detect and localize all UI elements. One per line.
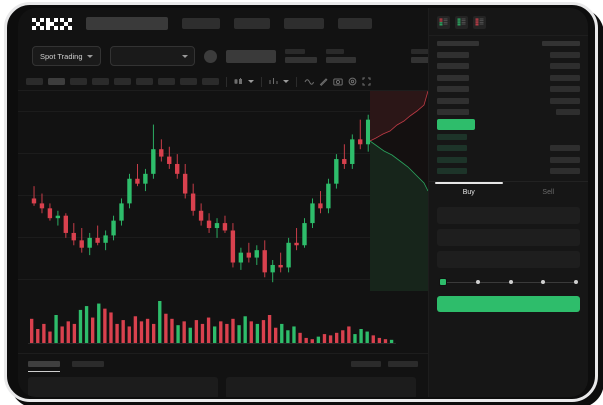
timeframe-9[interactable] xyxy=(202,78,219,85)
toolbar-divider xyxy=(261,76,262,87)
stat-24h-change xyxy=(325,49,356,63)
order-amount-input[interactable] xyxy=(437,229,580,246)
orderbook-header xyxy=(429,36,588,49)
sidebar-item-nav-1[interactable] xyxy=(182,18,220,29)
bottom-action-1[interactable] xyxy=(351,361,381,367)
order-total-input[interactable] xyxy=(437,251,580,268)
timeframe-2[interactable] xyxy=(48,78,65,85)
sidebar-item-nav-4[interactable] xyxy=(338,18,372,29)
gridline xyxy=(18,237,428,238)
pair-name-label xyxy=(225,49,276,63)
coin-avatar-icon xyxy=(203,49,217,63)
chart-settings-icon[interactable] xyxy=(348,77,357,86)
orderbook-mode-both-icon[interactable] xyxy=(437,16,450,29)
gridline xyxy=(18,111,428,112)
chevron-down-icon xyxy=(86,54,93,58)
top-nav-bar xyxy=(18,8,588,39)
tab-order-history[interactable] xyxy=(72,361,104,367)
orderbook-row-ask[interactable] xyxy=(429,49,588,61)
orderbook-mode-asks-icon[interactable] xyxy=(473,16,486,29)
chart-toolbar xyxy=(18,73,428,91)
gridline xyxy=(18,279,428,280)
depth-chart-overlay xyxy=(370,91,428,291)
tab-buy[interactable]: Buy xyxy=(429,182,509,202)
orderbook-row-ask[interactable] xyxy=(429,107,588,119)
orderbook-row-ask[interactable] xyxy=(429,72,588,84)
orderbook-last-price-row[interactable] xyxy=(429,118,588,131)
toolbar-divider xyxy=(226,76,227,87)
timeframe-5[interactable] xyxy=(114,78,131,85)
tab-sell[interactable]: Sell xyxy=(542,189,555,196)
indicators-chevron-icon[interactable] xyxy=(283,80,289,83)
search-input[interactable] xyxy=(86,17,168,30)
orders-content xyxy=(28,377,418,397)
slider-node-25[interactable] xyxy=(475,280,480,284)
right-sidebar: Buy Sell xyxy=(428,8,588,397)
order-price-input[interactable] xyxy=(437,207,580,224)
submit-buy-button[interactable] xyxy=(437,296,580,312)
bottom-card-2[interactable] xyxy=(226,377,416,397)
sidebar-item-nav-3[interactable] xyxy=(284,18,324,29)
indicators-icon[interactable] xyxy=(269,77,278,86)
volume-baseline xyxy=(28,343,396,344)
price-chart[interactable] xyxy=(18,91,428,353)
stat-last-price xyxy=(284,49,317,63)
fullscreen-icon[interactable] xyxy=(362,77,371,86)
bottom-card-1[interactable] xyxy=(28,377,218,397)
slider-node-50[interactable] xyxy=(508,280,513,284)
orderbook-col-amount xyxy=(542,41,580,46)
orderbook-bids xyxy=(429,131,588,177)
orderbook-row-ask[interactable] xyxy=(429,95,588,107)
timeframe-8[interactable] xyxy=(180,78,197,85)
snapshot-icon[interactable] xyxy=(333,77,343,86)
bottom-action-2[interactable] xyxy=(388,361,418,367)
chart-type-chevron-icon[interactable] xyxy=(248,80,254,83)
chevron-down-icon xyxy=(181,54,188,58)
order-form-tabs: Buy Sell xyxy=(429,181,588,202)
stat-24h-high xyxy=(410,49,439,63)
order-percent-slider[interactable] xyxy=(439,278,578,286)
app-screen: Spot Trading xyxy=(18,8,588,397)
gridline xyxy=(18,195,428,196)
slider-node-75[interactable] xyxy=(541,280,546,284)
orderbook-row-ask[interactable] xyxy=(429,61,588,73)
orderbook-view-modes xyxy=(429,8,588,36)
timeframe-7[interactable] xyxy=(158,78,175,85)
candlestick-series xyxy=(31,109,395,283)
tab-open-orders[interactable] xyxy=(28,361,60,372)
orderbook-asks xyxy=(429,49,588,118)
orderbook-row-bid[interactable] xyxy=(429,131,588,143)
toolbar-divider xyxy=(296,76,297,87)
timeframe-3[interactable] xyxy=(70,78,87,85)
active-tab-underline xyxy=(28,371,60,372)
orders-tabs xyxy=(28,361,418,372)
orderbook-row-bid[interactable] xyxy=(429,154,588,166)
timeframe-4[interactable] xyxy=(92,78,109,85)
spot-trading-label: Spot Trading xyxy=(40,51,83,61)
sidebar-item-nav-2[interactable] xyxy=(234,18,270,29)
line-tool-icon[interactable] xyxy=(304,77,314,86)
orderbook-mode-bids-icon[interactable] xyxy=(455,16,468,29)
volume-series xyxy=(30,301,394,343)
orders-panel xyxy=(18,353,428,397)
orderbook-col-price xyxy=(437,41,479,46)
okx-logo-icon[interactable] xyxy=(32,17,72,30)
orderbook-row-ask[interactable] xyxy=(429,84,588,96)
orderbook-row-bid[interactable] xyxy=(429,143,588,155)
orders-actions xyxy=(351,361,418,367)
orderbook-row-bid[interactable] xyxy=(429,166,588,178)
trading-pair-select[interactable] xyxy=(109,46,195,66)
draw-tool-icon[interactable] xyxy=(319,77,328,86)
timeframe-6[interactable] xyxy=(136,78,153,85)
gridline xyxy=(18,153,428,154)
last-price-highlight xyxy=(437,119,475,130)
slider-node-100[interactable] xyxy=(574,280,578,284)
timeframe-1[interactable] xyxy=(26,78,43,85)
candlestick-type-icon[interactable] xyxy=(234,77,243,86)
slider-handle[interactable] xyxy=(439,278,447,286)
spot-trading-mode-button[interactable]: Spot Trading xyxy=(32,46,101,66)
